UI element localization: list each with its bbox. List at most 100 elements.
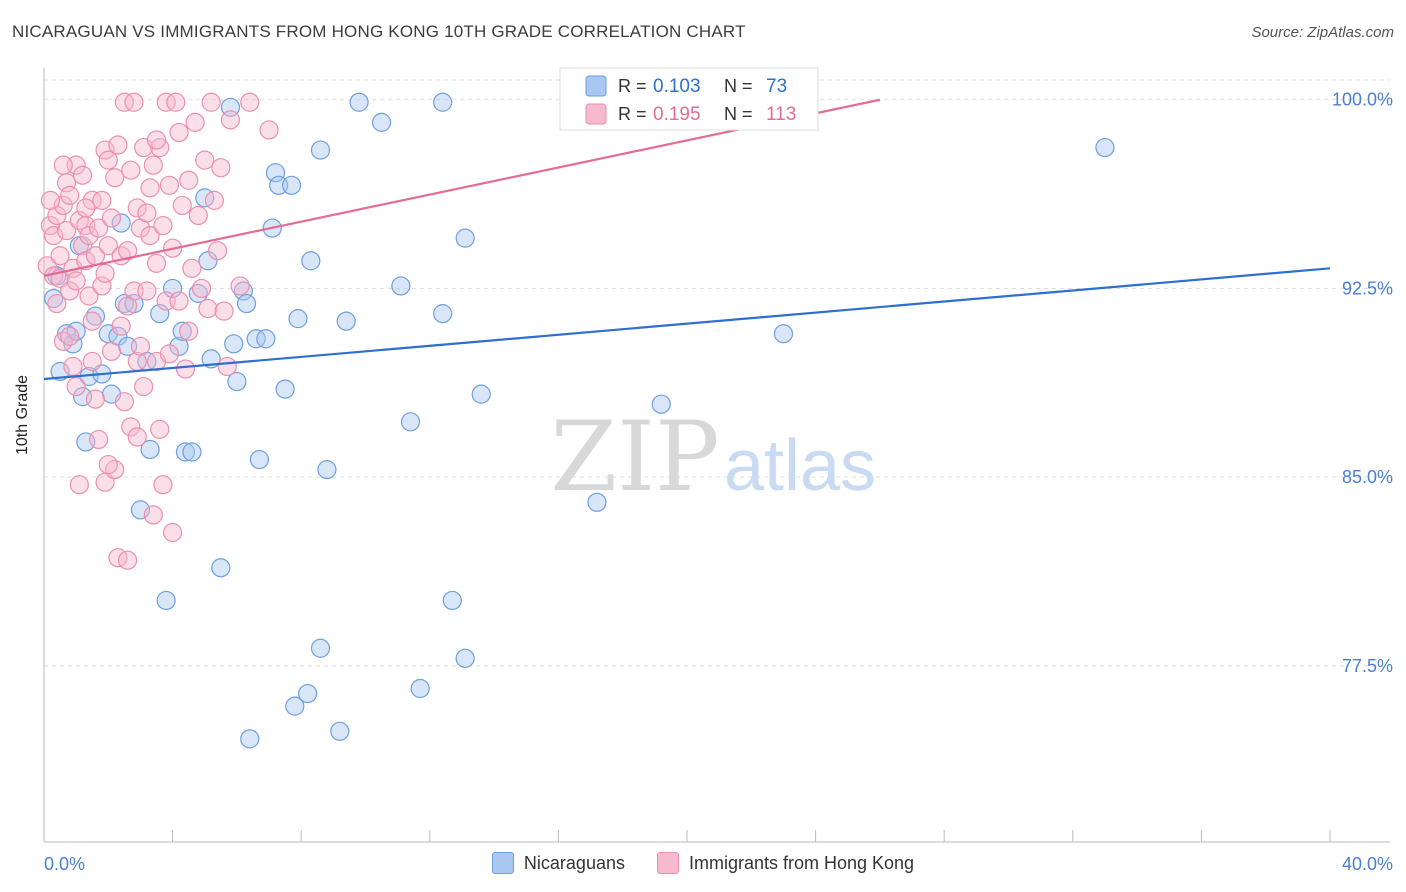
data-point bbox=[330, 721, 350, 741]
series-nicaraguans bbox=[44, 92, 1115, 749]
x-tick-labels: 0.0% 40.0% bbox=[44, 854, 1393, 874]
data-point bbox=[105, 460, 125, 480]
data-point bbox=[66, 271, 86, 291]
data-point bbox=[198, 251, 218, 271]
data-point bbox=[85, 306, 106, 326]
data-point bbox=[108, 135, 128, 155]
data-point bbox=[79, 286, 99, 306]
data-point bbox=[150, 419, 170, 439]
data-point bbox=[134, 376, 154, 397]
data-point bbox=[442, 590, 462, 611]
data-point bbox=[79, 226, 99, 246]
data-point bbox=[188, 283, 208, 304]
data-point bbox=[471, 384, 491, 404]
data-point bbox=[288, 309, 308, 329]
data-point bbox=[182, 258, 202, 278]
r-label: R = bbox=[618, 76, 647, 96]
r-label: R = bbox=[618, 104, 647, 124]
n-label: N = bbox=[724, 104, 753, 124]
data-point bbox=[265, 163, 286, 183]
data-point bbox=[69, 210, 89, 231]
data-point bbox=[651, 394, 671, 414]
data-point bbox=[236, 293, 257, 314]
data-point bbox=[410, 678, 430, 699]
y-tick-label: 77.5% bbox=[1342, 656, 1393, 676]
data-point bbox=[172, 321, 192, 341]
data-point bbox=[140, 178, 160, 198]
data-point bbox=[773, 324, 794, 344]
data-point bbox=[47, 293, 67, 314]
data-point bbox=[391, 276, 411, 296]
data-point bbox=[89, 218, 109, 238]
data-point bbox=[44, 226, 64, 246]
data-point bbox=[89, 429, 109, 450]
data-point bbox=[150, 304, 170, 324]
data-point bbox=[246, 329, 266, 349]
data-point bbox=[153, 475, 173, 495]
data-point bbox=[66, 321, 86, 341]
data-point bbox=[111, 213, 131, 233]
data-point bbox=[127, 427, 147, 447]
data-point bbox=[127, 198, 147, 218]
data-point bbox=[195, 150, 215, 170]
data-point bbox=[53, 331, 73, 351]
data-point bbox=[82, 190, 102, 210]
data-point bbox=[587, 492, 607, 512]
data-point bbox=[60, 326, 80, 346]
data-point bbox=[98, 236, 118, 256]
watermark-atlas: atlas bbox=[724, 426, 876, 506]
data-point bbox=[72, 165, 93, 185]
data-point bbox=[166, 92, 186, 112]
watermark: ZIP atlas bbox=[550, 401, 876, 513]
data-point bbox=[233, 281, 253, 301]
y-tick-label: 85.0% bbox=[1342, 467, 1393, 487]
watermark-zip: ZIP bbox=[550, 401, 719, 513]
data-point bbox=[455, 228, 475, 248]
data-point bbox=[163, 522, 183, 543]
data-point bbox=[310, 638, 331, 658]
r-value: 0.103 bbox=[653, 76, 701, 97]
data-point bbox=[117, 296, 138, 316]
n-value: 73 bbox=[766, 76, 787, 97]
trend-line-blue bbox=[43, 267, 1331, 381]
data-point bbox=[336, 311, 356, 331]
data-point bbox=[433, 304, 453, 324]
data-point bbox=[204, 190, 224, 210]
data-point bbox=[121, 417, 141, 437]
data-point bbox=[211, 158, 231, 178]
data-point bbox=[92, 276, 112, 296]
data-point bbox=[256, 329, 276, 349]
data-point bbox=[56, 220, 77, 241]
y-tick-labels: 77.5% 85.0% 92.5% 100.0% bbox=[1332, 90, 1393, 676]
data-point bbox=[249, 449, 270, 470]
data-point bbox=[40, 190, 61, 210]
data-point bbox=[140, 439, 160, 460]
data-point bbox=[455, 648, 475, 668]
data-point bbox=[301, 251, 321, 271]
stats-legend: R = 0.103 N = 73 R = 0.195 N = 113 bbox=[559, 67, 819, 131]
data-point bbox=[169, 291, 189, 311]
r-value: 0.195 bbox=[653, 104, 701, 125]
data-point bbox=[230, 276, 250, 296]
data-point bbox=[159, 175, 179, 195]
n-value: 113 bbox=[766, 104, 796, 125]
data-point bbox=[175, 442, 196, 462]
bottom-legend: Nicaraguans Immigrants from Hong Kong bbox=[0, 852, 1406, 874]
stats-swatch bbox=[585, 75, 607, 97]
data-point bbox=[76, 198, 96, 218]
data-point bbox=[198, 298, 218, 319]
y-tick-label: 92.5% bbox=[1342, 278, 1393, 298]
x-tick-label-min: 0.0% bbox=[44, 854, 85, 874]
data-point bbox=[137, 203, 157, 223]
data-point bbox=[114, 92, 134, 112]
legend-item-hong-kong[interactable]: Immigrants from Hong Kong bbox=[656, 852, 914, 874]
legend-item-nicaraguans[interactable]: Nicaraguans bbox=[491, 852, 625, 874]
data-point bbox=[114, 392, 134, 412]
data-point bbox=[50, 246, 70, 266]
y-tick-label: 100.0% bbox=[1332, 90, 1393, 110]
data-point bbox=[69, 475, 89, 495]
data-point bbox=[433, 92, 453, 112]
data-point bbox=[98, 150, 118, 170]
axes bbox=[43, 68, 1390, 843]
